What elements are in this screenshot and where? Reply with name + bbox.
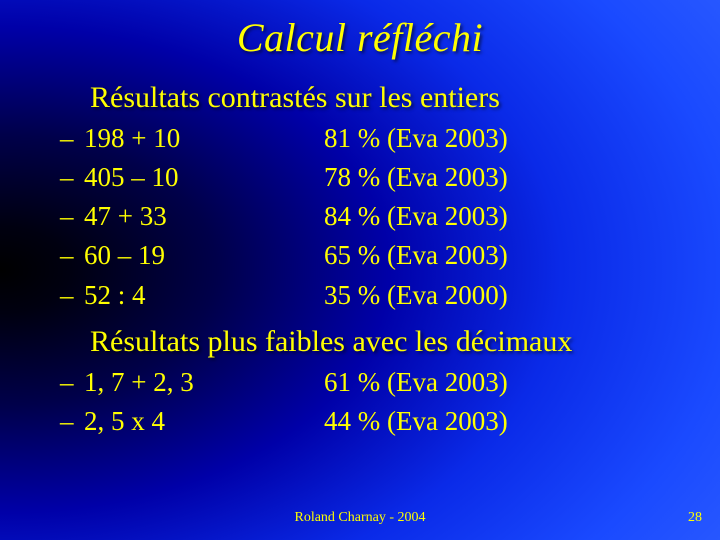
subheading-decimals: Résultats plus faibles avec les décimaux (90, 325, 720, 359)
result: 44 % (Eva 2003) (324, 402, 720, 441)
integer-list: – 198 + 10 81 % (Eva 2003) – 405 – 10 78… (0, 119, 720, 315)
list-item: – 60 – 19 65 % (Eva 2003) (60, 236, 720, 275)
expression: 1, 7 + 2, 3 (84, 363, 324, 402)
expression: 198 + 10 (84, 119, 324, 158)
expression: 52 : 4 (84, 276, 324, 315)
bullet-icon: – (60, 119, 84, 158)
result: 61 % (Eva 2003) (324, 363, 720, 402)
list-item: – 47 + 33 84 % (Eva 2003) (60, 197, 720, 236)
result: 78 % (Eva 2003) (324, 158, 720, 197)
slide-title: Calcul réfléchi (0, 0, 720, 61)
result: 35 % (Eva 2000) (324, 276, 720, 315)
expression: 47 + 33 (84, 197, 324, 236)
expression: 60 – 19 (84, 236, 324, 275)
result: 81 % (Eva 2003) (324, 119, 720, 158)
expression: 2, 5 x 4 (84, 402, 324, 441)
bullet-icon: – (60, 402, 84, 441)
list-item: – 2, 5 x 4 44 % (Eva 2003) (60, 402, 720, 441)
page-number: 28 (688, 510, 702, 526)
result: 84 % (Eva 2003) (324, 197, 720, 236)
result: 65 % (Eva 2003) (324, 236, 720, 275)
bullet-icon: – (60, 276, 84, 315)
subheading-integers: Résultats contrastés sur les entiers (90, 81, 720, 115)
slide: Calcul réfléchi Résultats contrastés sur… (0, 0, 720, 540)
bullet-icon: – (60, 363, 84, 402)
list-item: – 198 + 10 81 % (Eva 2003) (60, 119, 720, 158)
footer-author: Roland Charnay - 2004 (0, 510, 720, 526)
expression: 405 – 10 (84, 158, 324, 197)
list-item: – 405 – 10 78 % (Eva 2003) (60, 158, 720, 197)
bullet-icon: – (60, 158, 84, 197)
list-item: – 52 : 4 35 % (Eva 2000) (60, 276, 720, 315)
bullet-icon: – (60, 197, 84, 236)
decimal-list: – 1, 7 + 2, 3 61 % (Eva 2003) – 2, 5 x 4… (0, 363, 720, 441)
list-item: – 1, 7 + 2, 3 61 % (Eva 2003) (60, 363, 720, 402)
bullet-icon: – (60, 236, 84, 275)
